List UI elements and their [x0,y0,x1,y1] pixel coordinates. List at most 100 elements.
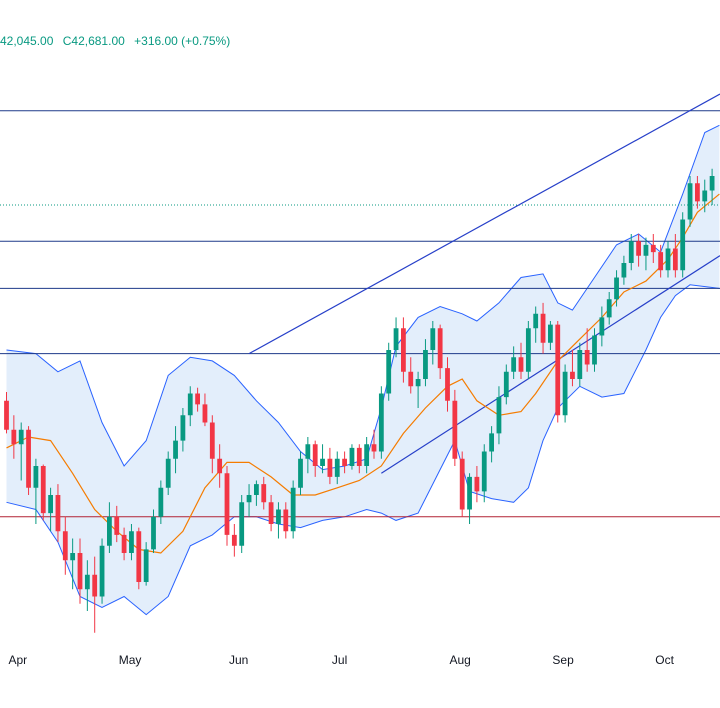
candle[interactable] [680,212,686,278]
candle[interactable] [408,357,414,394]
candle[interactable] [48,487,53,532]
candle[interactable] [393,317,399,358]
candle[interactable] [165,451,171,496]
candle[interactable] [121,527,127,561]
candle[interactable] [452,389,458,466]
candle[interactable] [268,495,274,532]
candle[interactable] [540,302,546,354]
candle[interactable] [312,440,318,477]
candle[interactable] [386,342,392,401]
candle[interactable] [643,237,649,271]
candle[interactable] [158,480,164,525]
channel-lower-line[interactable] [381,255,720,474]
candle[interactable] [496,386,502,445]
candle[interactable] [217,444,223,488]
candle[interactable] [364,437,370,474]
candle[interactable] [62,516,68,575]
candle[interactable] [224,466,230,546]
candle[interactable] [592,328,597,372]
candle[interactable] [187,386,193,427]
candle[interactable] [702,179,708,213]
candle[interactable] [334,451,340,485]
candle[interactable] [562,364,568,423]
candle[interactable] [533,306,539,343]
candle[interactable] [503,364,509,405]
candle[interactable] [606,292,612,325]
candle[interactable] [276,502,281,539]
candle[interactable] [231,524,237,557]
candle[interactable] [55,484,61,543]
candle[interactable] [430,321,436,365]
candle[interactable] [628,234,634,271]
candle[interactable] [570,350,575,387]
candle[interactable] [26,426,31,495]
candle[interactable] [4,392,9,434]
candle[interactable] [77,538,83,604]
candle[interactable] [584,328,590,372]
candle[interactable] [672,234,678,278]
candle[interactable] [621,255,627,285]
candle[interactable] [129,524,134,561]
candle[interactable] [489,426,494,463]
candle[interactable] [84,560,90,611]
candle[interactable] [320,444,325,474]
candle[interactable] [114,505,120,543]
candle[interactable] [283,502,289,539]
candle[interactable] [298,451,303,496]
candle[interactable] [415,371,421,408]
candle[interactable] [11,415,17,459]
candle[interactable] [173,426,178,474]
candle[interactable] [636,234,641,267]
candle[interactable] [614,270,619,307]
candle[interactable] [555,321,561,423]
candle[interactable] [687,176,693,227]
candle[interactable] [18,422,24,481]
candle[interactable] [107,502,112,553]
candle[interactable] [209,415,215,474]
candle[interactable] [371,429,377,459]
candle[interactable] [695,176,700,209]
candle[interactable] [378,386,384,459]
candle[interactable] [254,480,259,506]
candle[interactable] [143,542,149,586]
candle[interactable] [518,342,524,379]
candle[interactable] [437,324,443,379]
candle[interactable] [246,484,252,517]
candle[interactable] [261,476,267,510]
candle[interactable] [548,321,553,350]
candle[interactable] [599,306,605,347]
candle[interactable] [356,444,362,474]
candle[interactable] [459,451,465,517]
candle[interactable] [180,408,186,452]
candle[interactable] [349,444,355,470]
candle[interactable] [33,458,39,524]
candle[interactable] [70,538,76,590]
candle[interactable] [290,480,296,539]
candle[interactable] [342,451,347,474]
candle[interactable] [423,339,428,387]
candle[interactable] [577,342,583,387]
candle[interactable] [92,556,98,633]
candle[interactable] [665,241,671,278]
candle[interactable] [650,234,656,263]
candle[interactable] [481,444,487,503]
candle[interactable] [305,437,311,474]
candle[interactable] [709,168,715,205]
candle[interactable] [202,393,208,427]
candle[interactable] [467,473,472,524]
candle[interactable] [511,346,517,379]
channel-upper-line[interactable] [248,93,720,355]
candle[interactable] [401,317,406,383]
candle[interactable] [99,538,105,604]
candle[interactable] [445,357,450,412]
candle[interactable] [239,495,245,553]
candle[interactable] [474,466,480,503]
candle[interactable] [658,244,664,278]
candle[interactable] [151,509,156,554]
candle[interactable] [40,464,46,521]
candle[interactable] [525,321,531,379]
candle[interactable] [195,387,200,412]
candle[interactable] [327,447,333,485]
